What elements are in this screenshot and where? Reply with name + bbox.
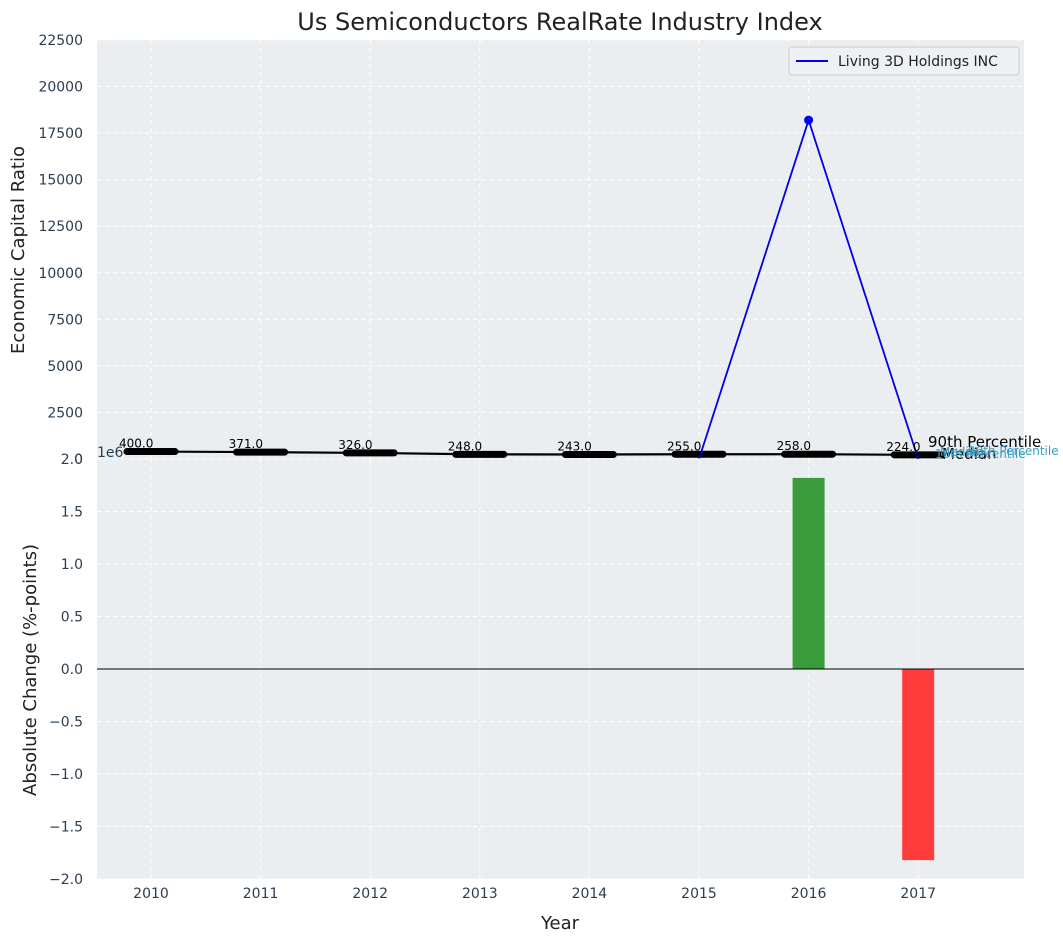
median-value-label: 371.0 [229, 437, 263, 451]
x-tick-label: 2014 [572, 886, 608, 902]
offset-text: 1e6 [97, 445, 124, 461]
median-value-label: 224.0 [886, 440, 920, 454]
bottom-y-tick-label: 1.5 [61, 505, 83, 521]
median-value-label: 258.0 [777, 439, 811, 453]
top-y-tick-label: 15000 [38, 173, 83, 189]
top-y-tick-label: 20000 [38, 80, 83, 96]
top-y-tick-label: 0 [74, 452, 83, 468]
bottom-y-tick-label: 0.5 [61, 610, 83, 626]
change-bar [902, 669, 935, 861]
legend-label: Living 3D Holdings INC [838, 54, 998, 70]
company-point [804, 115, 814, 125]
top-y-tick-label: 10000 [38, 266, 83, 282]
bottom-y-tick-label: −2.0 [49, 872, 83, 888]
top-y-tick-label: 5000 [47, 359, 83, 375]
company-10th-label: 10th Percentile [935, 447, 1026, 461]
median-value-label: 248.0 [448, 439, 482, 453]
x-tick-label: 2011 [243, 886, 279, 902]
median-value-label: 400.0 [119, 437, 153, 451]
top-y-tick-label: 7500 [47, 312, 83, 328]
x-tick-label: 2013 [462, 886, 498, 902]
bottom-y-tick-label: −0.5 [49, 715, 83, 731]
median-line [150, 450, 919, 456]
chart-title: Us Semiconductors RealRate Industry Inde… [297, 8, 822, 36]
top-plot-area [97, 40, 1024, 459]
top-y-tick-label: 2500 [47, 405, 83, 421]
change-bar [792, 477, 825, 669]
bottom-y-tick-label: 2.0 [61, 452, 83, 468]
percentile-label-90: 90th Percentile [928, 433, 1041, 451]
median-value-label: 255.0 [667, 439, 701, 453]
x-tick-label: 2010 [133, 886, 169, 902]
x-tick-label: 2017 [900, 886, 936, 902]
top-y-tick-label: 17500 [38, 126, 83, 142]
legend: Living 3D Holdings INC [788, 46, 1020, 76]
bottom-y-tick-label: −1.5 [49, 820, 83, 836]
x-tick-label: 2016 [791, 886, 827, 902]
top-ylabel: Economic Capital Ratio [8, 146, 29, 354]
median-value-label: 326.0 [338, 438, 372, 452]
bottom-y-tick-label: 1.0 [61, 557, 83, 573]
x-axis-label: Year [540, 913, 580, 934]
x-tick-label: 2012 [352, 886, 388, 902]
median-value-label: 243.0 [557, 439, 591, 453]
bottom-y-tick-label: 0.0 [61, 662, 83, 678]
top-y-tick-label: 22500 [38, 33, 83, 49]
company-percentile-label: 90th Percentile [968, 444, 1059, 458]
x-tick-label: 2015 [681, 886, 717, 902]
top-y-tick-label: 12500 [38, 219, 83, 235]
bottom-ylabel: Absolute Change (%-points) [20, 544, 41, 796]
company-median-label: Median [940, 445, 984, 459]
bottom-y-tick-label: −1.0 [49, 767, 83, 783]
